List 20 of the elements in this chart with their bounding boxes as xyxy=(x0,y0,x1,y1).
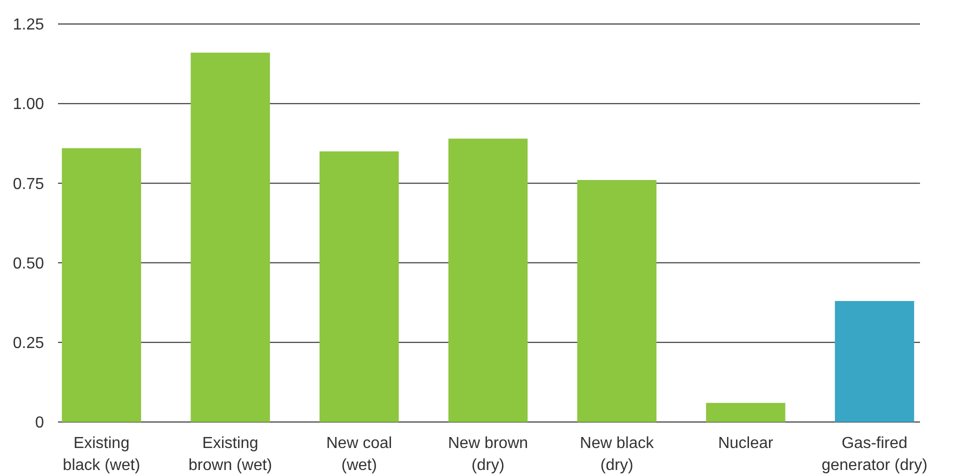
y-tick-label: 0 xyxy=(35,414,44,432)
bar xyxy=(834,301,914,422)
x-tick-label: Gas-fired generator (dry) xyxy=(822,435,928,474)
bar xyxy=(448,138,528,422)
bar xyxy=(706,402,786,422)
x-tick-label: Nuclear xyxy=(718,435,774,452)
bar xyxy=(577,180,656,422)
y-tick-label: 1.00 xyxy=(12,96,44,114)
y-tick-label: 0.50 xyxy=(12,255,44,272)
bar xyxy=(62,148,142,422)
x-tick-label: Existing black (wet) xyxy=(62,435,140,474)
y-tick-label: 0.75 xyxy=(12,176,44,193)
x-tick-label: Existing brown (wet) xyxy=(188,435,272,474)
x-tick-label: New brown (dry) xyxy=(448,435,528,474)
x-tick-label: New coal (wet) xyxy=(326,435,392,474)
y-tick-label: 1.25 xyxy=(12,16,44,34)
x-tick-label: New black (dry) xyxy=(580,435,655,474)
bar xyxy=(190,52,270,422)
bar xyxy=(320,151,399,422)
y-tick-label: 0.25 xyxy=(12,335,44,352)
